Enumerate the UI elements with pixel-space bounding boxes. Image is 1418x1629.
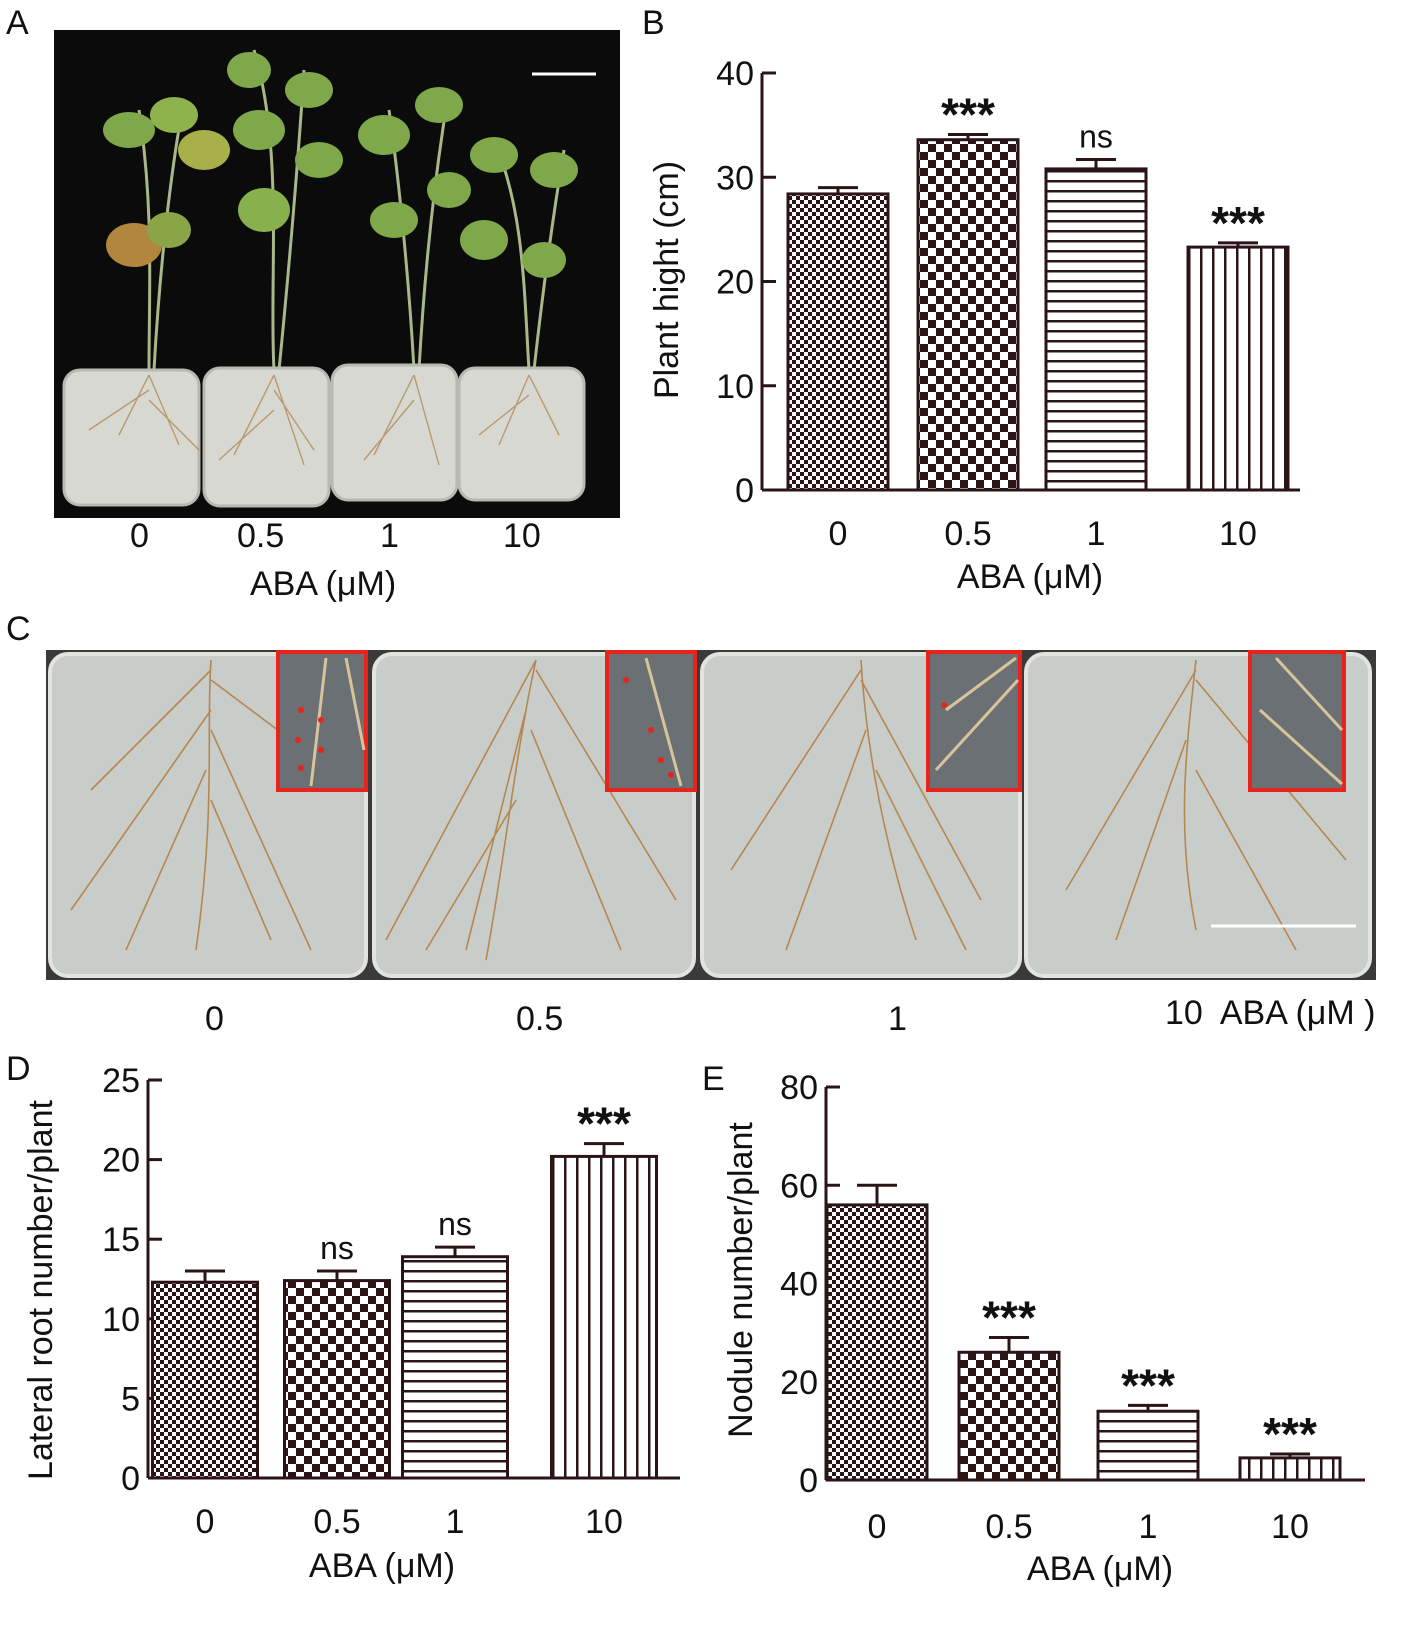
bar-d-3 (550, 1154, 658, 1480)
bar-b-2 (1044, 167, 1148, 492)
panel-a-tick-3: 10 (503, 517, 541, 555)
x-tick-label: 1 (1139, 1508, 1158, 1546)
y-tick-label: 40 (716, 55, 754, 93)
bar-e-1 (957, 1350, 1061, 1482)
panel-letter-c: C (6, 610, 31, 648)
panel-a-axis-title: ABA (μM) (250, 565, 397, 603)
y-tick-label: 40 (780, 1266, 818, 1304)
y-tick-label: 10 (716, 368, 754, 406)
x-tick-label: 0.5 (313, 1503, 360, 1541)
y-tick-label: 30 (716, 159, 754, 197)
plants-photo (54, 30, 620, 518)
panel-a-tick-2: 1 (380, 517, 399, 555)
bar-b-1 (916, 138, 1020, 492)
significance-label: *** (941, 89, 995, 141)
y-tick-label: 5 (121, 1380, 140, 1418)
bar-b-0 (786, 192, 890, 492)
x-axis-title: ABA (μM) (1027, 1550, 1173, 1588)
bar-b-3 (1186, 245, 1290, 492)
y-tick-label: 15 (102, 1221, 140, 1259)
panel-c-tick-2: 1 (888, 1000, 907, 1038)
x-tick-label: 10 (1271, 1508, 1309, 1546)
y-axis-title: Lateral root number/plant (22, 1100, 60, 1480)
significance-label: *** (982, 1292, 1036, 1344)
chart-b: 0 10 20 30 40 0 *** 0.5 ns 1 *** 10 ABA (μM) Plant hi… (648, 55, 1300, 596)
x-axis-title: ABA (μM) (309, 1547, 455, 1585)
significance-label: ns (438, 1206, 472, 1242)
y-tick-label: 20 (102, 1142, 140, 1180)
bar-d-2 (401, 1255, 509, 1480)
bar-e-0 (825, 1203, 929, 1482)
x-tick-label: 10 (585, 1503, 623, 1541)
y-tick-label: 0 (799, 1462, 818, 1500)
significance-label: *** (1263, 1408, 1317, 1460)
significance-label: *** (577, 1098, 631, 1150)
y-tick-label: 0 (121, 1460, 140, 1498)
x-tick-label: 1 (1087, 515, 1106, 553)
chart-d: 0 5 10 15 20 25 0 ns 0.5 ns 1 *** 10 ABA (μM) Lateral … (22, 1062, 680, 1585)
x-tick-label: 0.5 (985, 1508, 1032, 1546)
y-tick-label: 0 (735, 472, 754, 510)
panel-c-tick-1: 0.5 (516, 1000, 564, 1038)
y-tick-label: 20 (716, 264, 754, 302)
panel-letter-b: B (642, 4, 665, 42)
x-tick-label: 0 (868, 1508, 887, 1546)
y-tick-label: 25 (102, 1062, 140, 1100)
x-tick-label: 10 (1219, 515, 1257, 553)
panel-a-tick-1: 0.5 (237, 517, 285, 555)
panel-letter-d: D (6, 1050, 31, 1088)
panel-c-tick-3: 10 ABA (μM ) (1165, 994, 1376, 1032)
significance-label: *** (1121, 1359, 1175, 1411)
y-tick-label: 80 (780, 1069, 818, 1107)
panel-c-tick-0: 0 (205, 1000, 224, 1038)
x-tick-label: 0 (196, 1503, 215, 1541)
significance-label: ns (320, 1230, 354, 1266)
panel-letter-e: E (702, 1060, 725, 1098)
x-tick-label: 0 (829, 515, 848, 553)
x-tick-label: 1 (446, 1503, 465, 1541)
y-axis-title: Nodule number/plant (722, 1122, 760, 1438)
chart-e: 0 20 40 60 80 0 *** 0.5 *** 1 *** 10 ABA (μM) Nodule … (722, 1069, 1365, 1588)
significance-label: *** (1211, 197, 1265, 249)
y-tick-label: 20 (780, 1364, 818, 1402)
bar-e-2 (1096, 1409, 1200, 1482)
y-axis-title: Plant hight (cm) (648, 161, 686, 399)
y-tick-label: 10 (102, 1301, 140, 1339)
bar-d-1 (283, 1279, 391, 1480)
y-tick-label: 60 (780, 1167, 818, 1205)
roots-photo (46, 650, 1376, 980)
x-axis-title: ABA (μM) (957, 558, 1103, 596)
bar-e-3 (1238, 1456, 1342, 1482)
x-tick-label: 0.5 (944, 515, 991, 553)
significance-label: ns (1079, 119, 1113, 155)
bar-d-0 (151, 1280, 259, 1480)
panel-letter-a: A (6, 4, 29, 42)
panel-a-tick-0: 0 (130, 517, 149, 555)
